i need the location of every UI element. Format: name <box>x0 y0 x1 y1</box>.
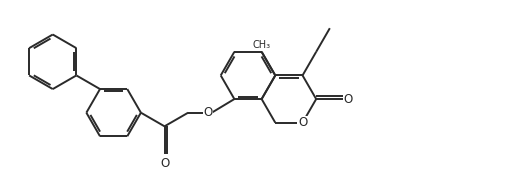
Text: CH₃: CH₃ <box>252 40 271 50</box>
Text: O: O <box>160 157 169 170</box>
Text: O: O <box>298 116 307 129</box>
Text: O: O <box>344 93 353 106</box>
Text: O: O <box>203 106 212 119</box>
Text: O: O <box>203 106 212 119</box>
